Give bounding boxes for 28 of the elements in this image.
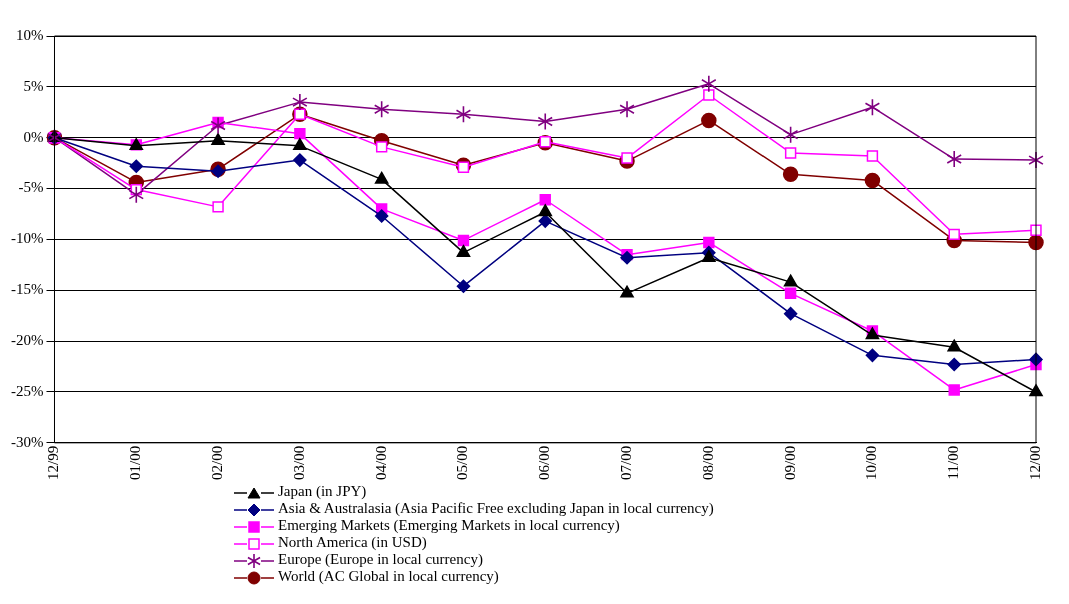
y-tick-label: 5% — [23, 77, 44, 94]
x-tick-label: 09/00 — [781, 445, 798, 480]
legend-label: Europe (Europe in local currency) — [278, 551, 483, 567]
y-tick-label: 10% — [15, 26, 44, 43]
y-tick-label: -15% — [10, 281, 44, 298]
x-tick-label: 06/00 — [536, 445, 553, 480]
y-tick-label: -10% — [10, 230, 44, 247]
x-tick-label: 04/00 — [372, 445, 389, 480]
y-tick-label: -5% — [18, 179, 44, 196]
x-tick-label: 12/00 — [1026, 445, 1043, 480]
legend-label: Asia & Australasia (Asia Pacific Free excluding Japan in local currency) — [278, 500, 714, 516]
legend-label: North America (in USD) — [278, 534, 427, 550]
y-tick-label: -20% — [10, 332, 44, 349]
legend-label: Emerging Markets (Emerging Markets in local currency) — [278, 517, 620, 533]
y-tick-label: 0% — [23, 128, 44, 145]
x-tick-label: 07/00 — [617, 445, 634, 480]
x-tick-label: 03/00 — [290, 445, 307, 480]
x-tick-label: 01/00 — [127, 445, 144, 480]
legend-label: Japan (in JPY) — [278, 483, 367, 499]
legend-label: World (AC Global in local currency) — [278, 568, 499, 584]
x-tick-label: 10/00 — [863, 445, 880, 480]
x-tick-label: 02/00 — [209, 445, 226, 480]
y-tick-label: -25% — [10, 382, 44, 399]
x-tick-label: 11/00 — [945, 445, 962, 480]
x-tick-label: 05/00 — [454, 445, 471, 480]
y-tick-label: -30% — [10, 433, 44, 450]
x-tick-label: 08/00 — [699, 445, 716, 480]
x-tick-label: 12/99 — [45, 445, 62, 480]
